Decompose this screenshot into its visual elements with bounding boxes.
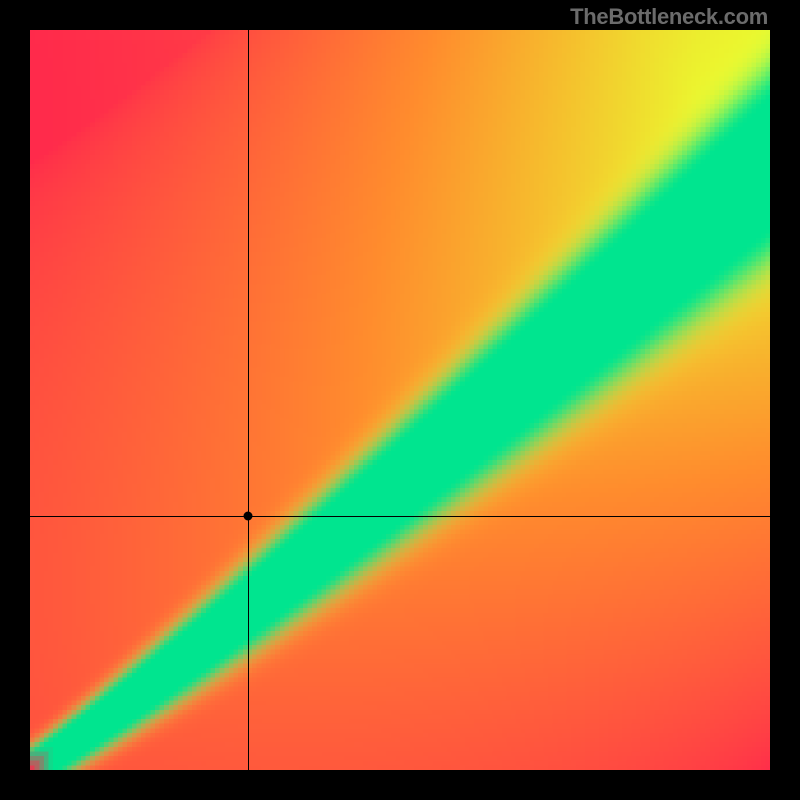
crosshair-horizontal	[30, 516, 770, 517]
bottleneck-heatmap	[30, 30, 770, 770]
chart-container: TheBottleneck.com	[0, 0, 800, 800]
crosshair-vertical	[248, 30, 249, 770]
watermark-text: TheBottleneck.com	[570, 4, 768, 30]
crosshair-marker	[244, 512, 253, 521]
